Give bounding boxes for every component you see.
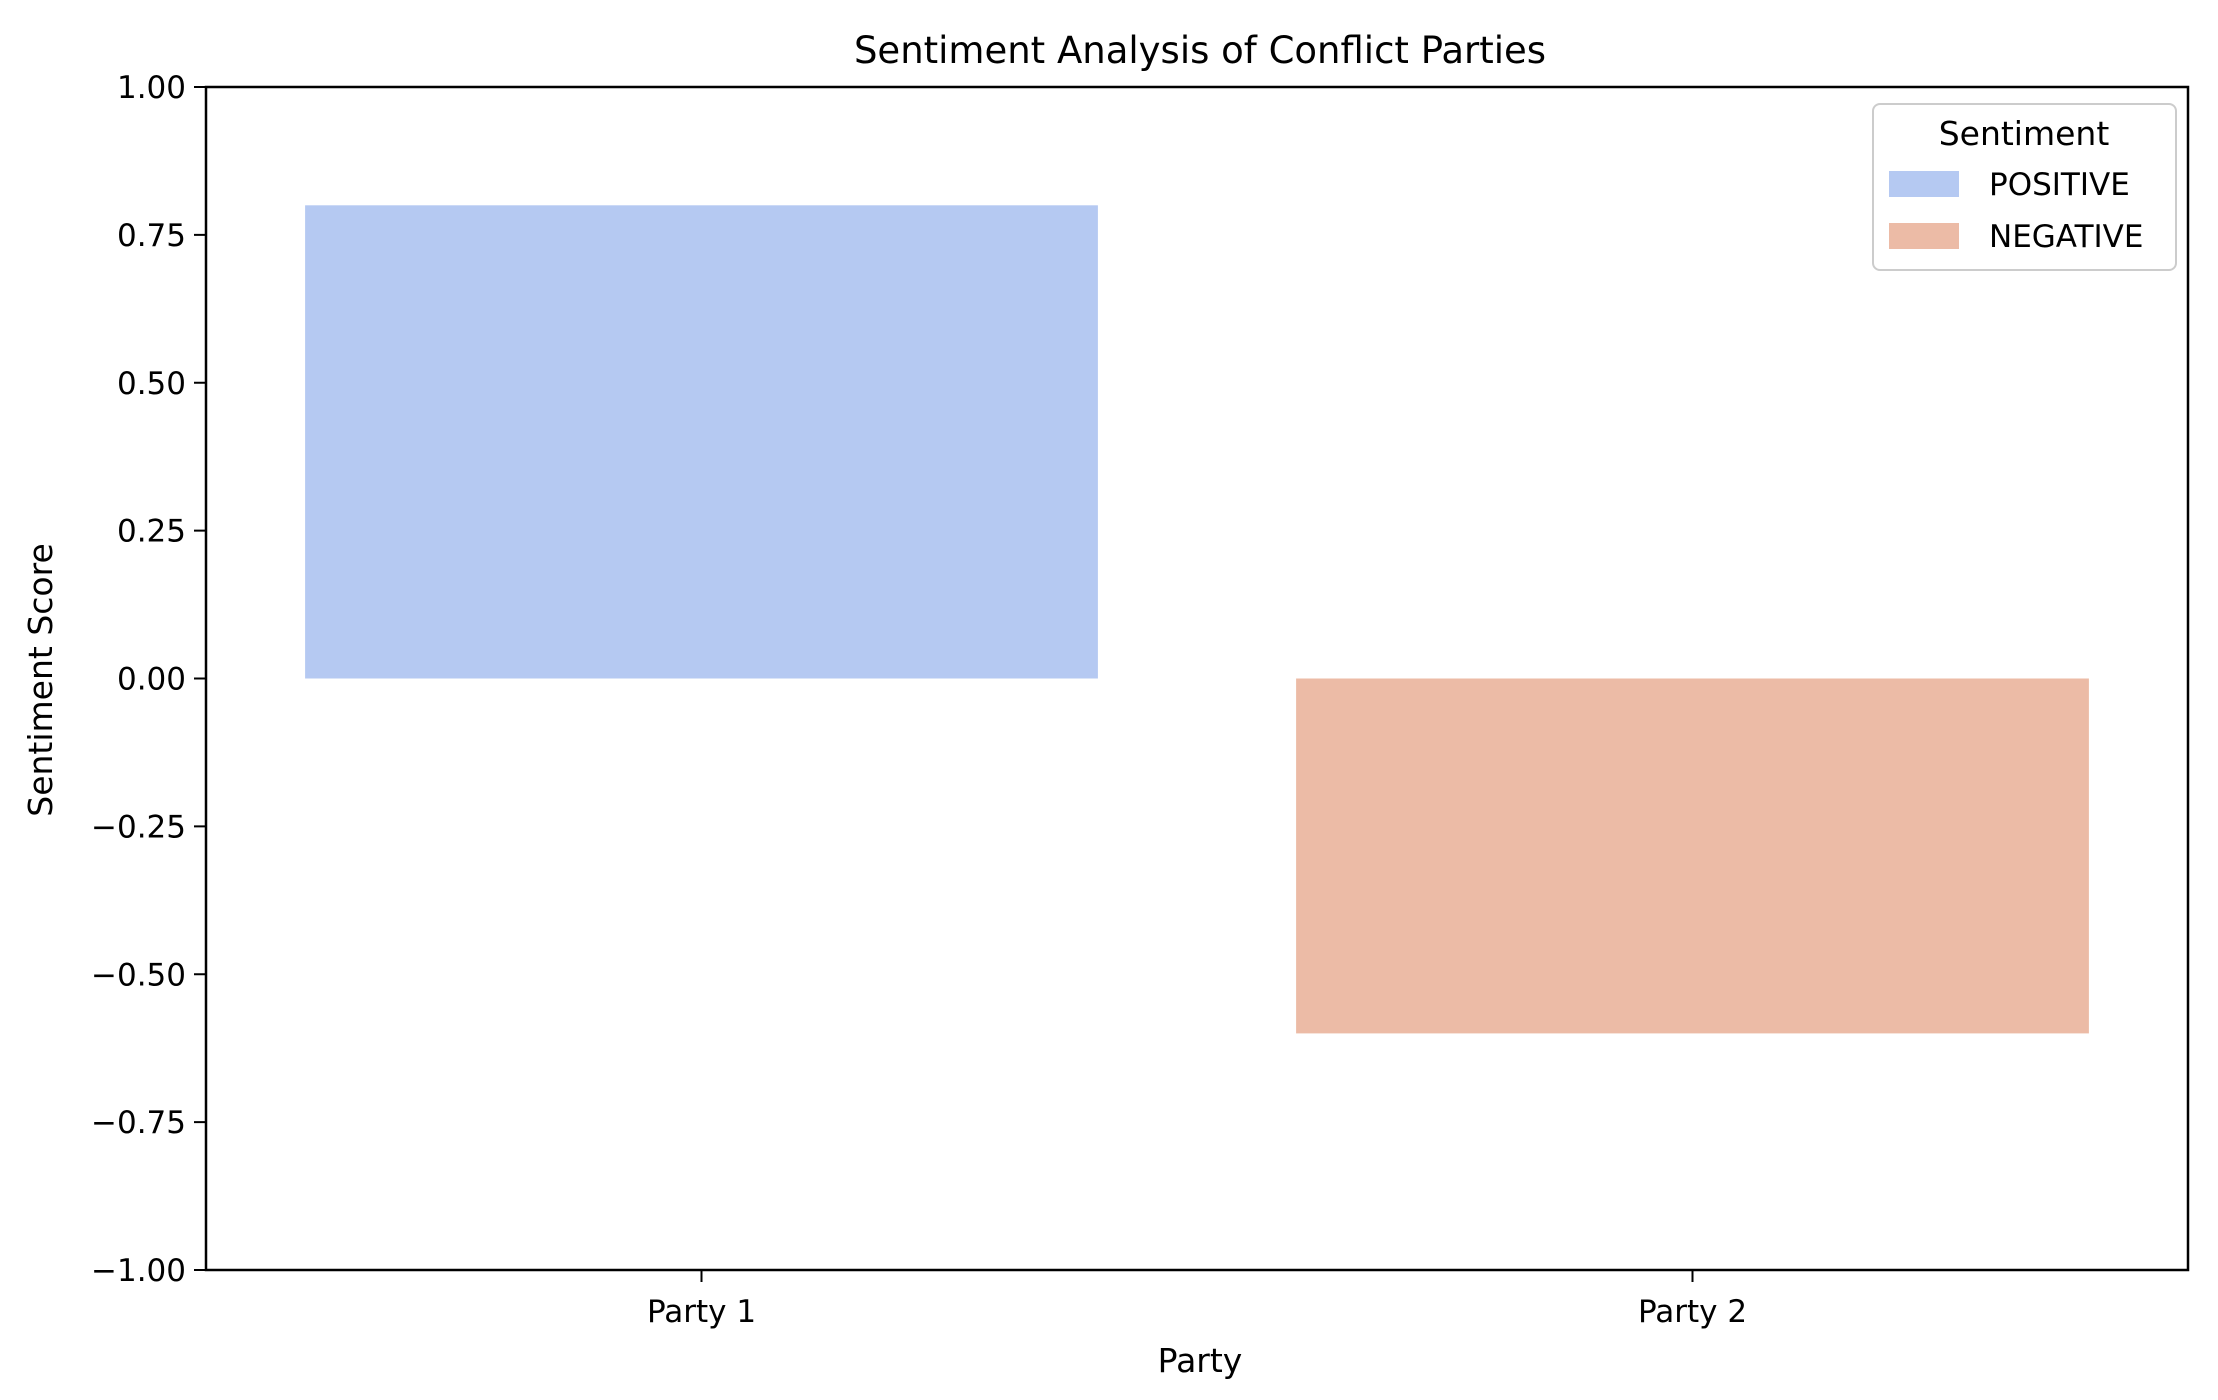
legend-label-negative: NEGATIVE (1989, 219, 2143, 255)
legend-title: Sentiment (1939, 114, 2110, 153)
x-axis-label: Party (1158, 1341, 1243, 1380)
y-tick-label: −0.25 (91, 809, 186, 845)
legend-swatch-negative (1889, 223, 1959, 249)
y-tick-label: 1.00 (117, 70, 186, 106)
y-tick-label: −0.50 (91, 957, 186, 993)
y-tick-label: 0.00 (117, 662, 186, 698)
bar-party-2 (1296, 678, 2089, 1034)
bar-party-1 (305, 205, 1098, 679)
y-tick-label: 0.75 (117, 218, 186, 254)
y-axis-label: Sentiment Score (21, 543, 60, 817)
legend-label-positive: POSITIVE (1989, 167, 2130, 203)
plot-area: 1.00 0.75 0.50 0.25 0.00 −0.25 −0.50 −0.75 −1.00… (91, 70, 2190, 1330)
legend-swatch-positive (1889, 171, 1959, 197)
bars-group (305, 205, 2089, 1034)
x-tick-label: Party 2 (1638, 1294, 1747, 1330)
y-tick-label: −0.75 (91, 1105, 186, 1141)
y-tick-label: 0.25 (117, 514, 186, 550)
y-tick-label: 0.50 (117, 366, 186, 402)
chart-title: Sentiment Analysis of Conflict Parties (854, 29, 1546, 72)
y-axis-ticks: 1.00 0.75 0.50 0.25 0.00 −0.25 −0.50 −0.75 −1.00 (91, 70, 206, 1289)
y-tick-label: −1.00 (91, 1253, 186, 1289)
x-tick-label: Party 1 (647, 1294, 756, 1330)
x-axis-ticks: Party 1 Party 2 (647, 1270, 1747, 1330)
legend: Sentiment POSITIVE NEGATIVE (1872, 103, 2177, 271)
